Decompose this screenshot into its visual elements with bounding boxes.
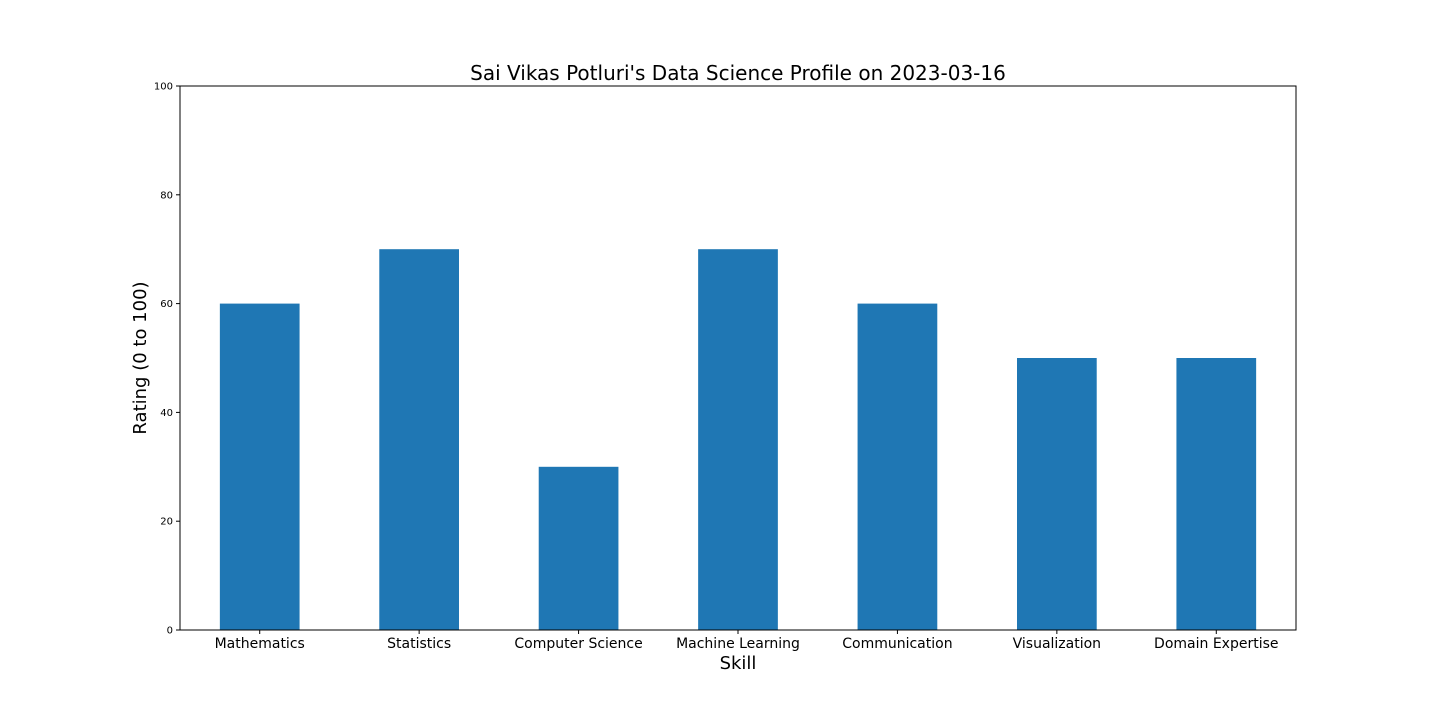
bar-communication: [857, 303, 938, 630]
chart-title: Sai Vikas Potluri's Data Science Profile…: [470, 61, 1006, 85]
x-axis: Mathematics Statistics Computer Science Mac…: [215, 630, 1279, 652]
y-tick-label: 100: [154, 82, 173, 93]
x-tick-label: Mathematics: [215, 636, 305, 652]
y-axis: 0 20 40 60 80 100: [154, 82, 180, 637]
y-tick-label: 40: [160, 408, 173, 419]
bar-statistics: [379, 249, 459, 630]
bar-mathematics: [219, 303, 300, 630]
bars-layer: [219, 249, 1257, 630]
x-tick-label: Domain Expertise: [1154, 636, 1278, 652]
y-axis-label: Rating (0 to 100): [130, 281, 151, 434]
x-tick-label: Visualization: [1013, 636, 1101, 652]
y-tick-label: 80: [160, 190, 173, 201]
x-tick-label: Statistics: [387, 636, 451, 652]
x-tick-label: Computer Science: [514, 636, 642, 652]
bar-domain-expertise: [1176, 358, 1257, 630]
y-tick-label: 20: [160, 517, 173, 528]
x-axis-label: Skill: [720, 653, 757, 674]
bar-visualization: [1017, 358, 1097, 630]
x-tick-label: Machine Learning: [676, 636, 800, 652]
y-tick-label: 60: [160, 299, 173, 310]
x-tick-label: Communication: [842, 636, 952, 652]
y-tick-label: 0: [167, 626, 173, 637]
bar-computer-science: [538, 466, 619, 630]
bar-machine-learning: [698, 249, 778, 630]
